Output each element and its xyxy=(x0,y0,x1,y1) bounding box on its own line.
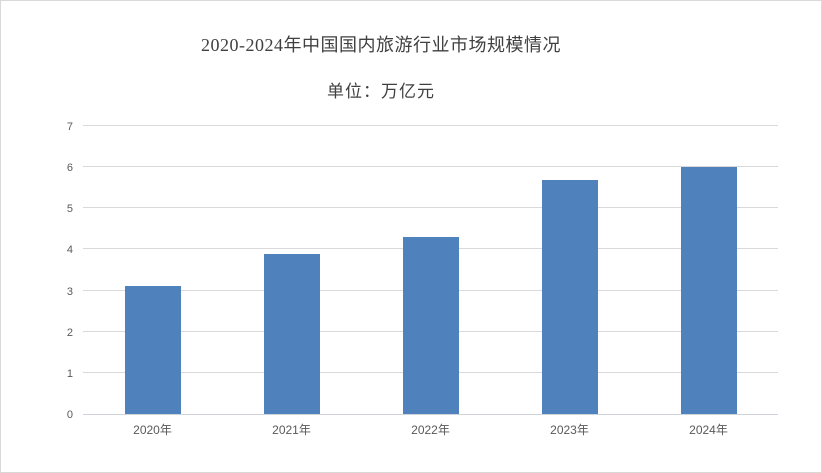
x-axis-label-2020年: 2020年 xyxy=(133,423,172,437)
gridline-y-6 xyxy=(83,166,778,168)
y-tick-label-7: 7 xyxy=(66,121,73,133)
x-axis-label-2021年: 2021年 xyxy=(272,423,311,437)
bar-2023年 xyxy=(541,179,598,414)
x-axis-label-2022年: 2022年 xyxy=(411,423,450,437)
plot-area xyxy=(83,125,778,415)
gridline-y-5 xyxy=(83,207,778,209)
chart-title: 2020-2024年中国国内旅游行业市场规模情况 xyxy=(201,35,561,55)
bar-2024年 xyxy=(680,167,737,414)
y-tick-label-3: 3 xyxy=(66,285,73,298)
bar-2021年 xyxy=(263,253,320,414)
bar-2022年 xyxy=(402,237,459,414)
y-tick-label-5: 5 xyxy=(66,203,73,216)
chart-unit-label: 单位：万亿元 xyxy=(327,82,435,101)
x-axis-label-2023年: 2023年 xyxy=(550,423,589,437)
y-tick-label-0: 0 xyxy=(66,409,73,421)
y-tick-label-4: 4 xyxy=(66,244,73,257)
gridline-y-7 xyxy=(83,125,778,126)
x-axis-label-2024年: 2024年 xyxy=(689,423,728,437)
y-tick-label-2: 2 xyxy=(66,326,73,339)
y-tick-label-1: 1 xyxy=(66,367,73,380)
y-tick-label-6: 6 xyxy=(66,162,73,175)
bar-2020年 xyxy=(124,286,181,414)
